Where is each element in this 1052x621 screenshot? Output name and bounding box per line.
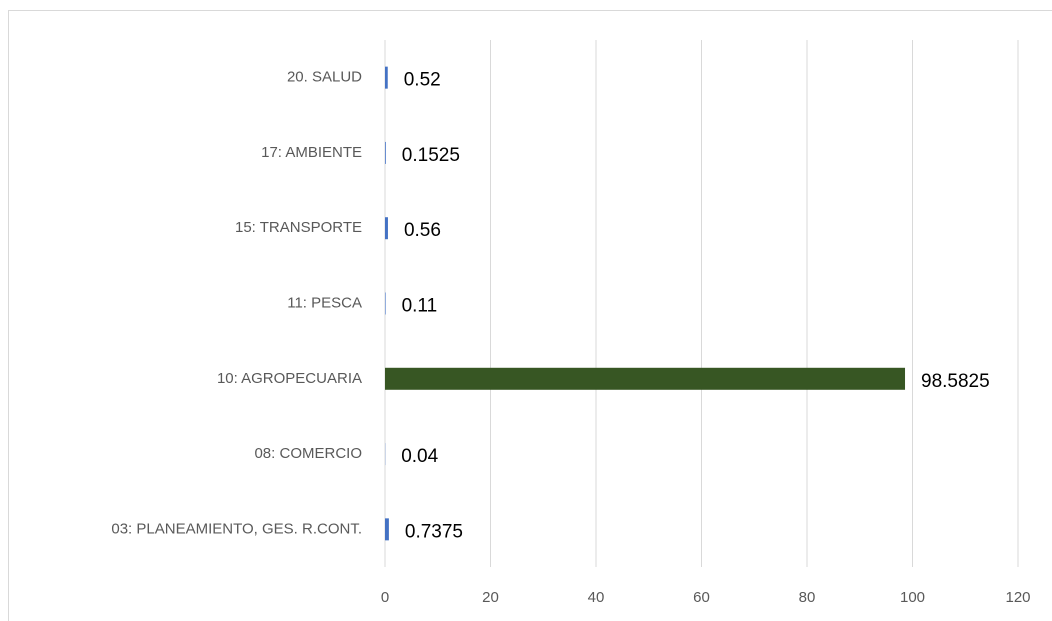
x-tick-label: 60 xyxy=(693,589,710,606)
data-label: 0.04 xyxy=(401,446,438,467)
x-tick-label: 120 xyxy=(1005,589,1030,606)
data-label: 0.52 xyxy=(404,70,441,91)
data-label: 98.5825 xyxy=(921,371,990,392)
bar xyxy=(385,66,388,89)
bar xyxy=(385,217,388,240)
x-tick-label: 100 xyxy=(900,589,925,606)
bar xyxy=(385,141,386,164)
y-tick-label: 08: COMERCIO xyxy=(254,445,362,462)
y-tick-label: 03: PLANEAMIENTO, GES. R.CONT. xyxy=(111,520,362,537)
chart-frame xyxy=(8,10,1052,621)
y-tick-label: 20. SALUD xyxy=(287,69,362,86)
y-tick-label: 15: TRANSPORTE xyxy=(235,219,362,236)
x-tick-label: 40 xyxy=(588,589,605,606)
data-label: 0.1525 xyxy=(402,145,460,166)
data-label: 0.7375 xyxy=(405,521,463,542)
x-tick-label: 20 xyxy=(482,589,499,606)
x-tick-label: 0 xyxy=(381,589,389,606)
bar xyxy=(385,518,389,541)
y-tick-label: 17: AMBIENTE xyxy=(261,144,362,161)
bar xyxy=(385,367,906,390)
y-tick-label: 11: PESCA xyxy=(287,294,362,311)
data-label: 0.56 xyxy=(404,220,441,241)
data-label: 0.11 xyxy=(402,296,438,317)
x-tick-label: 80 xyxy=(799,589,816,606)
bar xyxy=(385,292,386,315)
y-tick-label: 10: AGROPECUARIA xyxy=(217,370,362,387)
